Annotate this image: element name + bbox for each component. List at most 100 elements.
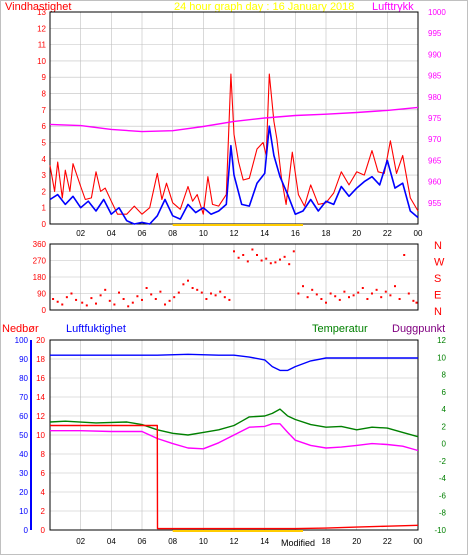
wind-tick-label: 7 <box>42 106 47 115</box>
humidity-y-axis: 0 10 20 30 40 50 60 70 80 90 100 <box>15 336 29 535</box>
compass-label: S <box>434 273 441 285</box>
pressure-tick-label: 975 <box>428 114 442 123</box>
temperature-y-axis: -10 -8 -6 -4 -2 0 2 4 6 8 10 12 <box>434 336 446 535</box>
dewpoint-line <box>50 423 419 452</box>
compass-label: W <box>434 257 445 269</box>
direction-point <box>118 291 120 294</box>
direction-point <box>334 295 337 298</box>
hour-tick-label: 00 <box>414 229 423 238</box>
humidity-tick-label: 20 <box>19 488 28 497</box>
direction-point <box>65 296 68 299</box>
direction-point <box>292 250 295 253</box>
direction-point <box>237 256 240 259</box>
rain-label: Nedbør <box>2 323 39 335</box>
pressure-tick-label: 980 <box>428 93 442 102</box>
direction-point <box>279 258 281 261</box>
direction-point <box>182 283 185 286</box>
wind-tick-label: 2 <box>42 187 47 196</box>
wind-tick-label: 13 <box>37 8 46 17</box>
wind-tick-label: 3 <box>42 171 47 180</box>
humidity-tick-label: 100 <box>15 336 29 345</box>
climate-x-axis: 02 04 06 08 10 12 14 18 20 22 00 <box>76 530 423 546</box>
direction-point <box>154 298 157 300</box>
direction-point <box>311 288 314 291</box>
direction-point <box>108 299 111 302</box>
rain-tick-label: 16 <box>36 374 45 383</box>
hour-tick-label: 20 <box>352 537 361 546</box>
rain-tick-label: 2 <box>41 507 46 516</box>
hour-tick-label: 12 <box>230 537 239 546</box>
direction-point <box>246 260 249 263</box>
direction-point <box>343 290 346 293</box>
dewpoint-label: Duggpunkt <box>392 323 445 335</box>
humidity-tick-label: 40 <box>19 450 28 459</box>
rain-tick-label: 14 <box>36 393 45 402</box>
wind-tick-label: 1 <box>42 204 47 213</box>
modified-label: Modified <box>281 538 315 548</box>
humidity-label: Luftfuktighet <box>66 323 126 335</box>
direction-point <box>205 298 208 300</box>
rain-tick-label: 0 <box>41 526 46 535</box>
direction-point <box>223 296 226 299</box>
direction-point <box>136 295 139 298</box>
rain-tick-label: 4 <box>41 488 46 497</box>
direction-point <box>407 292 410 295</box>
hour-tick-label: 20 <box>352 229 361 238</box>
direction-point <box>214 294 217 297</box>
direction-point <box>338 298 341 301</box>
temperature-tick-label: -2 <box>439 457 447 466</box>
temperature-tick-label: -6 <box>439 491 447 500</box>
direction-point <box>283 255 286 258</box>
climate-series <box>49 353 419 530</box>
rain-tick-label: 12 <box>36 412 45 421</box>
direction-point <box>61 303 64 306</box>
hour-tick-label: 08 <box>168 229 177 238</box>
pressure-tick-label: 990 <box>428 50 442 59</box>
direction-plot-frame <box>49 243 419 311</box>
wind-pressure-panel: Vindhastighet 24 hour graph day : 16 Jan… <box>5 1 446 238</box>
wind-tick-label: 11 <box>38 41 47 50</box>
direction-point <box>75 298 78 301</box>
direction-point <box>210 292 212 295</box>
direction-point <box>269 262 272 265</box>
direction-point <box>403 254 406 256</box>
direction-point <box>361 287 364 289</box>
wind-tick-label: 0 <box>42 220 47 229</box>
direction-point <box>228 298 231 301</box>
direction-point <box>274 261 277 264</box>
humidity-tick-label: 50 <box>19 431 28 440</box>
hour-tick-label: 04 <box>107 229 116 238</box>
pressure-tick-label: 995 <box>428 29 442 38</box>
wind-tick-label: 12 <box>37 24 46 33</box>
rain-tick-label: 6 <box>41 469 46 478</box>
direction-point <box>315 293 318 296</box>
direction-point <box>95 302 97 305</box>
temperature-tick-label: -10 <box>434 526 446 535</box>
direction-tick-label: 90 <box>37 290 46 299</box>
direction-point <box>196 288 199 291</box>
direction-point <box>122 298 125 300</box>
direction-point <box>90 297 93 300</box>
humidity-tick-label: 80 <box>19 374 28 383</box>
wind-speed-label: Vindhastighet <box>5 1 71 13</box>
direction-point <box>380 296 383 299</box>
rain-tick-label: 18 <box>36 355 45 364</box>
rain-tick-label: 8 <box>41 450 46 459</box>
hour-tick-label: 02 <box>76 229 85 238</box>
humidity-tick-label: 90 <box>19 355 28 364</box>
direction-point <box>325 301 327 304</box>
climate-panel: Nedbør Luftfuktighet Temperatur Duggpunk… <box>2 323 447 548</box>
direction-point <box>131 301 134 304</box>
temperature-tick-label: 12 <box>437 336 446 345</box>
direction-point <box>200 291 203 294</box>
humidity-tick-label: 0 <box>24 526 29 535</box>
hour-tick-label: 10 <box>199 537 208 546</box>
direction-point <box>306 296 309 299</box>
hour-tick-label: 12 <box>230 229 239 238</box>
hour-tick-label: 02 <box>76 537 85 546</box>
wind-tick-label: 4 <box>42 155 47 164</box>
direction-point <box>297 292 300 295</box>
humidity-tick-label: 30 <box>19 469 28 478</box>
